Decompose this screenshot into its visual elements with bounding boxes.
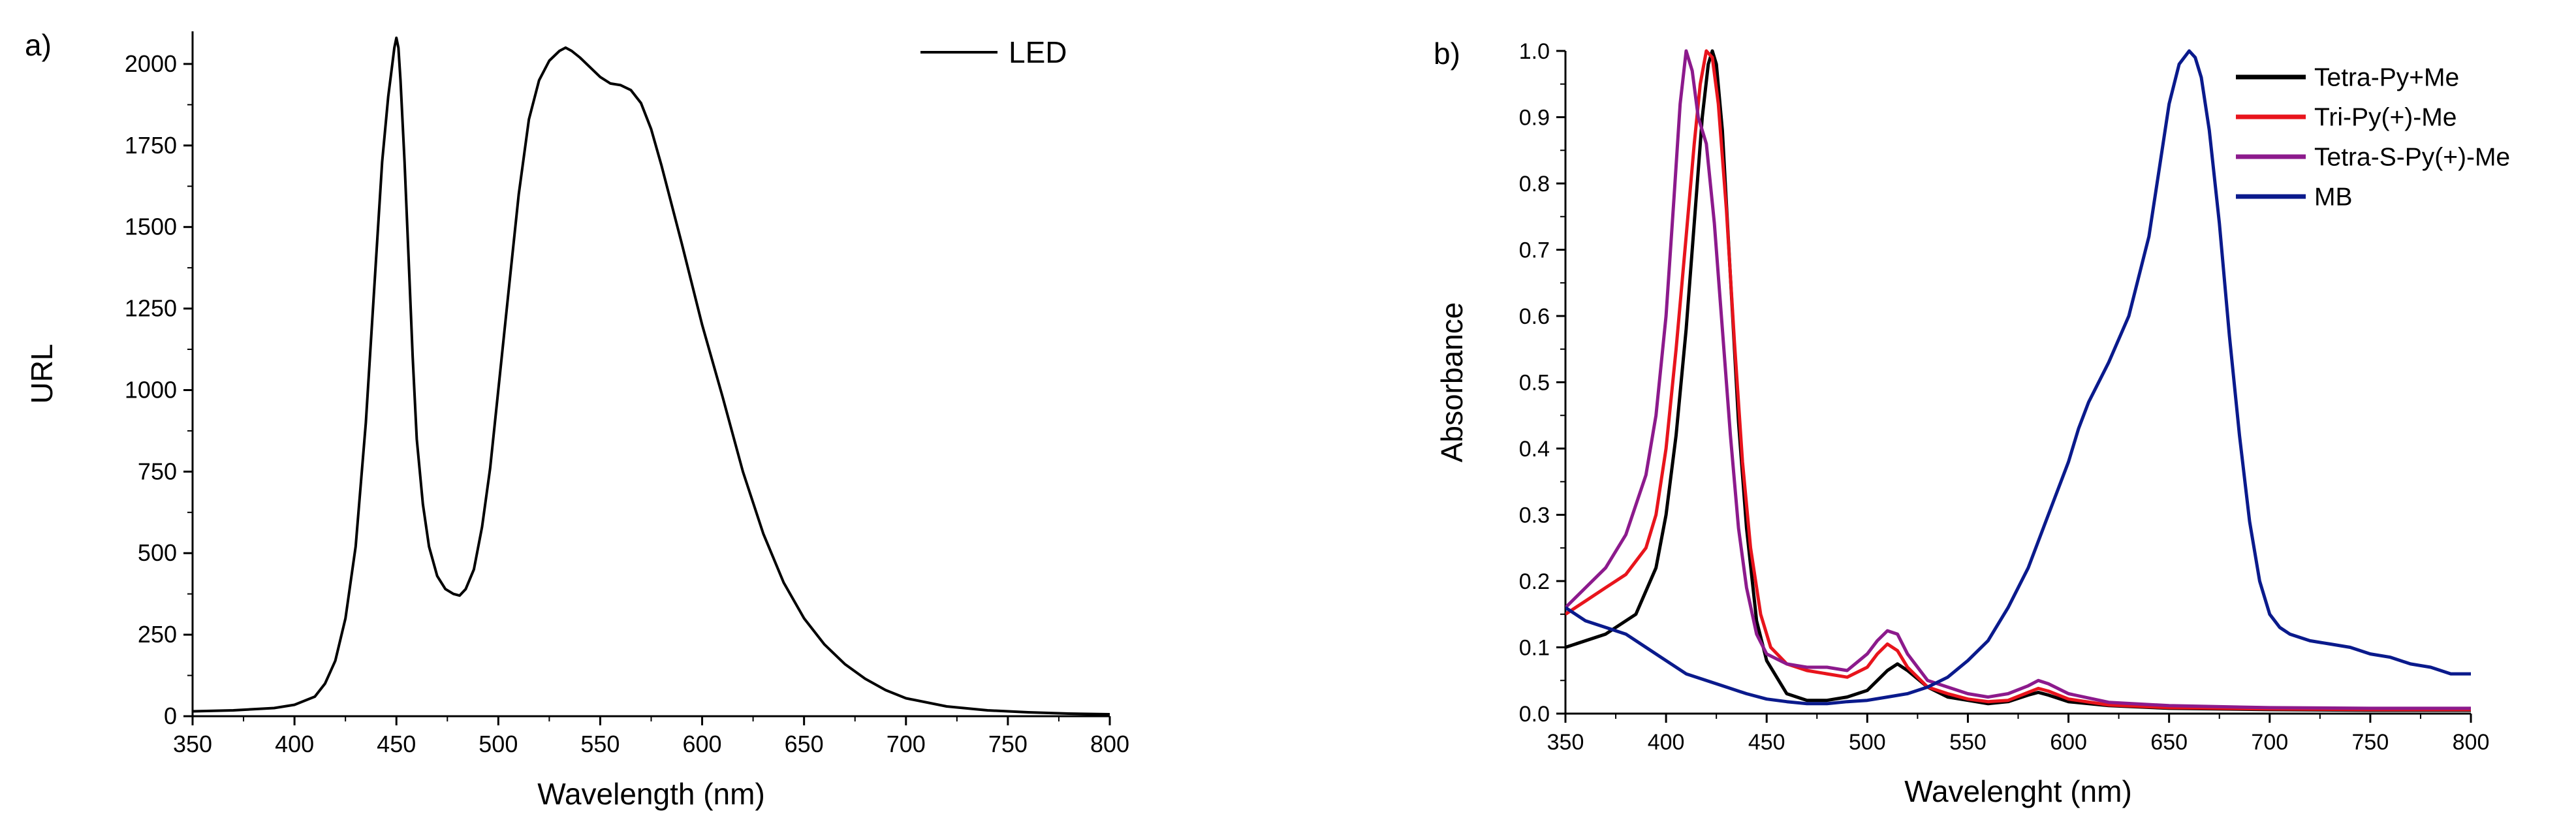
series-line-mb [1565,49,2471,706]
x-tick-label: 700 [2251,730,2288,755]
x-tick-label: 350 [173,731,212,757]
legend-label: Tri-Py(+)-Me [2314,104,2457,132]
x-tick-label: 500 [1849,730,1886,755]
panel-label: a) [25,28,52,62]
legend-label: LED [1009,35,1067,69]
x-tick-label: 550 [580,731,620,757]
series-line-tetra-py-me [1565,49,2471,712]
y-tick-label: 0.2 [1519,569,1550,594]
y-tick-label: 0.3 [1519,503,1550,528]
y-tick-label: 0 [164,703,177,729]
legend-label: MB [2314,183,2353,212]
y-tick-label: 0.0 [1519,702,1550,727]
x-tick-label: 400 [275,731,314,757]
x-tick-label: 800 [1090,731,1129,757]
legend-label: Tetra-S-Py(+)-Me [2314,144,2510,172]
legend-label: Tetra-Py+Me [2314,64,2459,92]
series-line-led [193,37,1110,716]
series-line-tri-py-me [1565,49,2471,712]
y-tick-label: 2000 [125,50,177,77]
chart-panel-a: 350 400 450 500 550 600 650 700 750 800 0 250 500 750… [25,28,1129,811]
y-tick-label: 0.7 [1519,238,1550,263]
y-tick-label: 1.0 [1519,39,1550,64]
x-tick-label: 400 [1648,730,1685,755]
y-tick-label: 1250 [125,295,177,322]
y-axis-title: URL [25,343,59,403]
y-tick-label: 1000 [125,376,177,403]
x-tick-label: 750 [2352,730,2389,755]
y-tick-label: 0.9 [1519,106,1550,131]
chart-panel-b: 350 400 450 500 550 600 650 700 750 800 0.0 0.1 0.2 0… [1434,37,2510,808]
y-tick-label: 750 [138,458,177,484]
y-tick-label: 250 [138,621,177,648]
y-tick-label: 500 [138,539,177,566]
x-tick-label: 600 [683,731,722,757]
x-tick-label: 550 [1949,730,1987,755]
series-line-tetra-s-py-me [1565,49,2471,710]
x-tick-label: 750 [988,731,1028,757]
x-tick-label: 650 [2150,730,2188,755]
x-tick-label: 700 [887,731,926,757]
y-tick-label: 0.5 [1519,371,1550,396]
y-tick-label: 0.8 [1519,172,1550,197]
x-tick-label: 800 [2453,730,2490,755]
y-tick-label: 0.6 [1519,304,1550,329]
x-axis-title: Wavelenght (nm) [1904,774,2132,808]
y-tick-label: 0.4 [1519,437,1550,462]
x-tick-label: 650 [785,731,824,757]
x-axis-title: Wavelength (nm) [537,777,765,811]
panel-label: b) [1434,37,1460,71]
y-axis-title: Absorbance [1435,302,1469,463]
x-tick-label: 450 [1748,730,1785,755]
y-tick-label: 0.1 [1519,636,1550,661]
x-tick-label: 350 [1547,730,1584,755]
x-tick-label: 500 [479,731,518,757]
y-tick-label: 1500 [125,213,177,240]
y-tick-label: 1750 [125,132,177,159]
x-tick-label: 450 [377,731,416,757]
x-tick-label: 600 [2050,730,2087,755]
